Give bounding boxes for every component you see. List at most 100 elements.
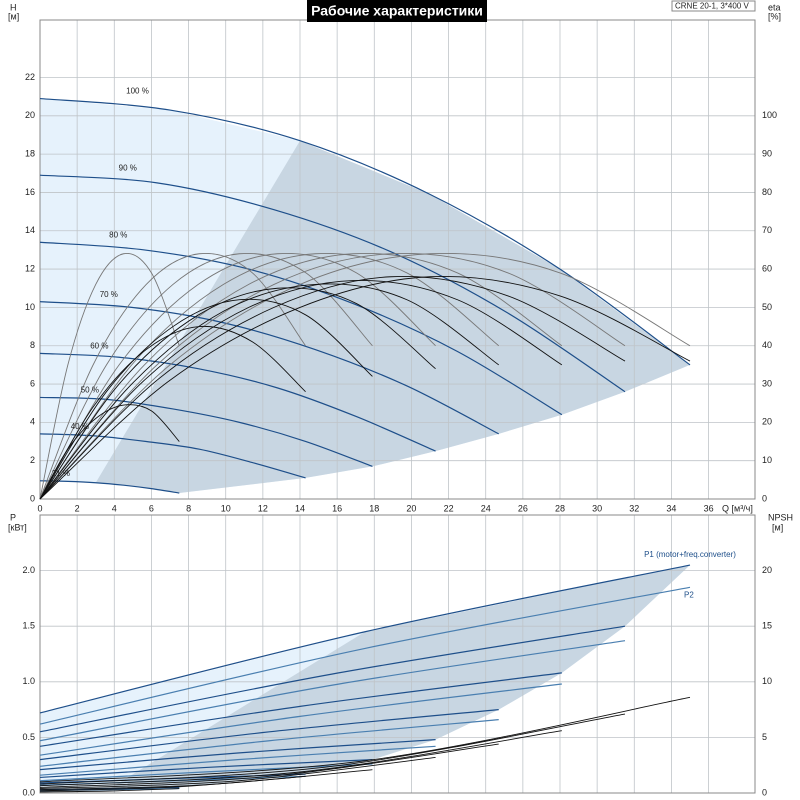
operating-area-fill <box>95 140 690 494</box>
secondary-curve <box>39 283 499 500</box>
x-tick-label: 22 <box>444 503 454 513</box>
y2-tick-label: 100 <box>762 110 777 120</box>
curve <box>39 745 436 776</box>
x-tick-label: 2 <box>75 503 80 513</box>
x-tick-label: 14 <box>295 503 305 513</box>
secondary-curve <box>39 730 562 787</box>
series-label: 100 % <box>126 87 149 96</box>
y2-tick-label: 5 <box>762 732 767 742</box>
x-tick-label: 26 <box>518 503 528 513</box>
secondary-curve <box>39 252 306 500</box>
curve <box>39 564 691 714</box>
secondary-curve <box>39 404 180 500</box>
y2-tick-label: 70 <box>762 225 772 235</box>
x-tick-label: 20 <box>406 503 416 513</box>
curve <box>39 586 691 725</box>
x-tick-label: 10 <box>221 503 231 513</box>
x-tick-label: 4 <box>112 503 117 513</box>
y2-tick-label: 20 <box>762 565 772 575</box>
annotation: CRNE 20-1, 3*400 V <box>675 2 749 11</box>
y2-tick-label: 20 <box>762 417 772 427</box>
y2-tick-label: 40 <box>762 340 772 350</box>
x-tick-label: 32 <box>629 503 639 513</box>
curve <box>39 625 626 733</box>
y-tick-label: 14 <box>25 225 35 235</box>
y-tick-label: 10 <box>25 302 35 312</box>
x-tick-label: 16 <box>332 503 342 513</box>
y2-tick-label: 30 <box>762 378 772 388</box>
y-tick-label: 18 <box>25 148 35 158</box>
curve <box>39 396 373 467</box>
y2-tick-label: 80 <box>762 187 772 197</box>
y-tick-label: 16 <box>25 187 35 197</box>
curve <box>39 719 499 767</box>
secondary-curve <box>39 252 563 500</box>
series-label: 50 % <box>81 386 99 395</box>
y-axis-unit: [м] <box>8 11 19 21</box>
y-tick-label: 8 <box>30 340 35 350</box>
y2-tick-label: 10 <box>762 676 772 686</box>
secondary-curve <box>39 252 436 500</box>
annotation-box <box>671 0 756 12</box>
y-tick-label: 2 <box>30 455 35 465</box>
curve <box>39 174 626 393</box>
curve <box>39 97 691 366</box>
plot-frame <box>39 514 756 794</box>
y-tick-label: 12 <box>25 263 35 273</box>
y-tick-label: 6 <box>30 378 35 388</box>
y2-axis-unit: [%] <box>768 11 781 21</box>
secondary-curve <box>39 279 563 500</box>
y2-tick-label: 10 <box>762 455 772 465</box>
y-axis-unit: [кВт] <box>8 522 27 532</box>
curve <box>39 480 180 494</box>
title-box <box>307 0 487 22</box>
curve <box>39 301 499 435</box>
x-tick-label: 18 <box>369 503 379 513</box>
y2-axis-label: NPSH <box>768 512 793 522</box>
y2-tick-label: 60 <box>762 263 772 273</box>
x-axis-label: Q [м³/ч] <box>722 503 753 513</box>
x-tick-label: 6 <box>149 503 154 513</box>
plots: 0 2 4 6 8 10 12 14 16 18 20 22 24 26 28 30 32 34 360246810… <box>22 19 777 797</box>
x-tick-label: 0 <box>37 503 42 513</box>
y-tick-label: 0.5 <box>22 732 35 742</box>
x-tick-label: 30 <box>592 503 602 513</box>
secondary-curve <box>39 325 306 500</box>
secondary-curve <box>39 252 626 500</box>
curve <box>39 672 562 747</box>
secondary-curve <box>39 696 691 783</box>
series-label: 40 % <box>71 422 89 431</box>
y-tick-label: 1.5 <box>22 621 35 631</box>
y-tick-label: 2.0 <box>22 565 35 575</box>
x-tick-label: 12 <box>258 503 268 513</box>
series-label: 80 % <box>109 230 127 239</box>
y2-tick-label: 50 <box>762 302 772 312</box>
secondary-curve <box>39 743 499 788</box>
secondary-curve <box>39 713 626 785</box>
y2-tick-label: 0 <box>762 787 767 797</box>
y-tick-label: 4 <box>30 417 35 427</box>
curve <box>39 709 499 761</box>
curve <box>39 640 626 742</box>
curve <box>39 683 562 756</box>
y-axis-label: H <box>10 2 17 12</box>
secondary-curve <box>39 775 306 792</box>
secondary-curve <box>39 756 436 790</box>
secondary-curve <box>39 252 691 500</box>
secondary-curve <box>39 276 691 500</box>
y2-axis-label: eta <box>768 2 781 12</box>
curve <box>39 759 373 779</box>
x-tick-label: 36 <box>704 503 714 513</box>
y-axis-label: P <box>10 512 16 522</box>
secondary-curve <box>39 788 180 793</box>
secondary-curve <box>39 287 436 500</box>
series-label: P1 (motor+freq.converter) <box>644 550 736 559</box>
y2-tick-label: 0 <box>762 493 767 503</box>
curve <box>39 241 563 416</box>
y-tick-label: 22 <box>25 72 35 82</box>
secondary-curve <box>39 275 626 500</box>
x-tick-label: 34 <box>666 503 676 513</box>
operating-area-fill <box>109 565 690 789</box>
